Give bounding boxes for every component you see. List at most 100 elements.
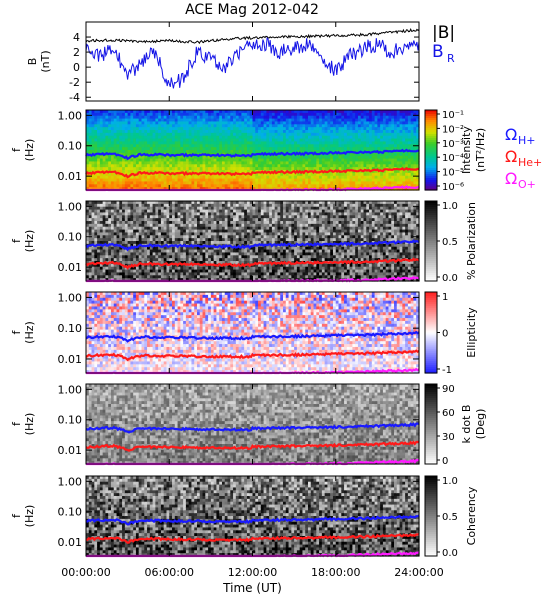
spectrogram-cell	[102, 275, 107, 279]
spectrogram-cell	[110, 135, 115, 140]
spectrogram-cell	[94, 246, 98, 251]
spectrogram-cell	[271, 130, 276, 134]
spectrogram-cell	[119, 144, 123, 148]
spectrogram-cell	[144, 141, 148, 145]
spectrogram-cell	[105, 269, 109, 274]
spectrogram-cell	[102, 252, 107, 256]
spectrogram-cell	[133, 158, 137, 163]
spectrogram-cell	[385, 187, 390, 191]
spectrogram-cell	[94, 266, 98, 271]
spectrogram-cell	[260, 144, 265, 148]
spectrogram-cell	[205, 115, 209, 120]
spectrogram-cell	[332, 112, 337, 117]
spectrogram-cell	[335, 121, 340, 125]
spectrogram-cell	[394, 152, 398, 157]
spectrogram-cell	[149, 110, 154, 114]
spectrogram-cell	[210, 221, 215, 225]
spectrogram-cell	[399, 161, 403, 165]
spectrogram-cell	[252, 184, 256, 188]
spectrogram-cell	[291, 152, 295, 157]
spectrogram-cell	[299, 172, 304, 177]
spectrogram-cell	[219, 161, 223, 165]
spectrogram-cell	[396, 135, 401, 140]
spectrogram-cell	[174, 269, 179, 274]
spectrogram-cell	[249, 110, 254, 114]
spectrogram-cell	[327, 181, 331, 185]
spectrogram-cell	[221, 255, 226, 259]
spectrogram-cell	[99, 221, 104, 225]
spectrogram-cell	[216, 266, 220, 271]
spectrogram-cell	[202, 175, 206, 180]
spectrogram-cell	[202, 221, 206, 225]
spectrogram-cell	[86, 201, 90, 205]
spectrogram-cell	[274, 175, 279, 180]
spectrogram-cell	[349, 152, 354, 157]
spectrogram-cell	[138, 172, 143, 177]
spectrogram-cell	[363, 124, 367, 128]
spectrogram-cell	[202, 144, 206, 148]
spectrogram-cell	[271, 172, 276, 177]
spectrogram-cell	[172, 249, 176, 254]
spectrogram-cell	[149, 263, 154, 268]
spectrogram-cell	[138, 161, 143, 165]
spectrogram-cell	[355, 175, 359, 180]
spectrogram-cell	[127, 261, 132, 265]
spectrogram-cell	[183, 178, 187, 183]
spectrogram-cell	[219, 266, 223, 271]
spectrogram-cell	[332, 138, 337, 143]
spectrogram-cell	[260, 161, 265, 165]
spectrogram-cell	[124, 255, 129, 259]
spectrogram-cell	[147, 212, 151, 216]
spectrogram-cell	[185, 249, 190, 254]
spectrogram-cell	[210, 278, 215, 282]
spectrogram-cell	[352, 141, 356, 145]
spectrogram-cell	[127, 135, 132, 140]
spectrogram-cell	[224, 115, 229, 120]
spectrogram-cell	[255, 184, 259, 188]
spectrogram-cell	[263, 150, 267, 154]
spectrogram-cell	[172, 124, 176, 128]
spectrogram-cell	[391, 132, 395, 137]
spectrogram-cell	[122, 152, 126, 157]
spectrogram-cell	[188, 164, 193, 168]
spectrogram-cell	[172, 218, 176, 222]
spectrogram-cell	[183, 187, 187, 191]
spectrogram-cell	[119, 229, 123, 234]
spectrogram-cell	[302, 121, 306, 125]
spectrogram-cell	[124, 118, 129, 123]
spectrogram-cell	[155, 164, 159, 168]
spectrogram-cell	[191, 221, 195, 225]
spectrogram-cell	[316, 181, 320, 185]
spectrogram-cell	[280, 144, 284, 148]
spectrogram-cell	[332, 141, 337, 145]
spectrogram-cell	[113, 147, 118, 151]
spectrogram-cell	[188, 150, 193, 154]
spectrogram-cell	[91, 118, 95, 123]
spectrogram-cell	[263, 175, 267, 180]
spectrogram-cell	[160, 223, 165, 228]
spectrogram-cell	[185, 206, 190, 211]
spectrogram-cell	[213, 201, 218, 205]
spectrogram-cell	[299, 132, 304, 137]
spectrogram-cell	[227, 178, 231, 183]
spectrogram-cell	[291, 150, 295, 154]
spectrogram-cell	[163, 272, 168, 276]
spectrogram-cell	[149, 178, 154, 183]
spectrogram-cell	[285, 184, 290, 188]
spectrogram-cell	[191, 226, 195, 231]
spectrogram-cell	[366, 158, 370, 163]
spectrogram-cell	[202, 212, 206, 216]
spectrogram-cell	[238, 203, 243, 208]
spectrogram-cell	[194, 118, 198, 123]
spectrogram-cell	[269, 144, 273, 148]
spectrogram-cell	[116, 181, 120, 185]
spectrogram-cell	[355, 184, 359, 188]
spectrogram-cell	[194, 124, 198, 128]
spectrogram-cell	[299, 144, 304, 148]
spectrogram-cell	[149, 201, 154, 205]
spectrogram-cell	[144, 144, 148, 148]
spectrogram-cell	[341, 161, 345, 165]
spectrogram-cell	[197, 212, 201, 216]
spectrogram-cell	[305, 115, 309, 120]
spectrogram-cell	[227, 261, 231, 265]
